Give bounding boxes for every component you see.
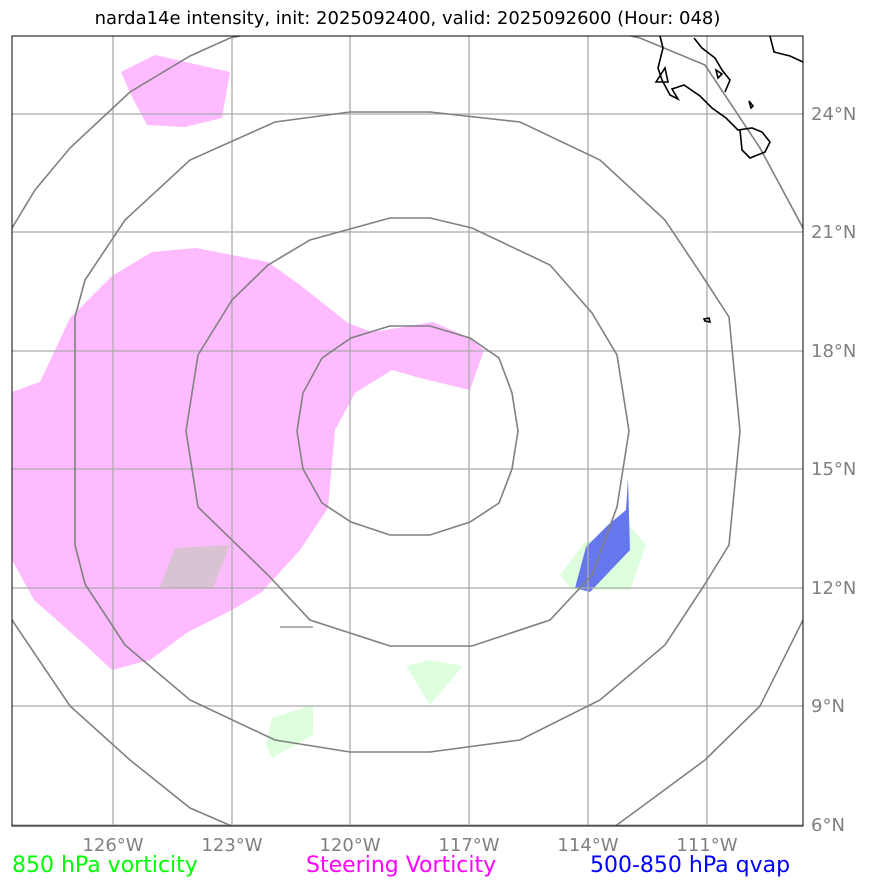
longitude-tick-labels: 126°W 123°W 120°W 117°W 114°W 111°W [82,835,737,856]
coast-island-2 [714,68,724,80]
lat-tick: 18°N [811,341,856,362]
coastlines [654,36,803,324]
plot-frame [11,35,804,827]
range-ring-2 [185,217,630,647]
lat-tick: 6°N [811,815,845,836]
legend-steering-vorticity: Steering Vorticity [306,853,497,878]
coast-north-east [769,36,803,63]
range-ring-4 [12,36,803,826]
coast-gulf-inner [693,37,731,93]
lon-tick: 123°W [201,835,262,856]
lat-tick: 24°N [811,104,856,125]
range-rings [12,36,803,826]
vorticity-850-patch-southwest [266,705,313,758]
coast-socorro [702,317,712,324]
coast-island-1 [654,65,669,83]
lon-tick: 120°W [319,835,380,856]
lon-tick: 111°W [676,835,737,856]
lat-tick: 15°N [811,459,856,480]
field-overlap-patch [160,545,230,588]
coast-baja-mainland [657,36,771,159]
qvap-500-850-patch [575,478,630,592]
map-title: narda14e intensity, init: 2025092400, va… [94,8,721,29]
lon-tick: 117°W [438,835,499,856]
vorticity-850-patch-south [406,660,463,705]
lat-tick: 21°N [811,222,856,243]
lon-tick: 126°W [82,835,143,856]
lat-tick: 12°N [811,578,856,599]
graticule [12,36,803,826]
legend-850-vorticity: 850 hPa vorticity [12,853,198,878]
steering-vorticity-north-patch [121,55,230,127]
legend-qvap: 500-850 hPa qvap [590,853,791,878]
range-ring-3 [74,111,741,753]
steering-vorticity-main-patch [12,248,484,670]
latitude-tick-labels: 24°N 21°N 18°N 15°N 12°N 9°N 6°N [811,104,856,836]
coast-island-3 [748,100,755,110]
lon-tick: 114°W [557,835,618,856]
lat-tick: 9°N [811,696,845,717]
range-ring-1 [296,325,519,536]
